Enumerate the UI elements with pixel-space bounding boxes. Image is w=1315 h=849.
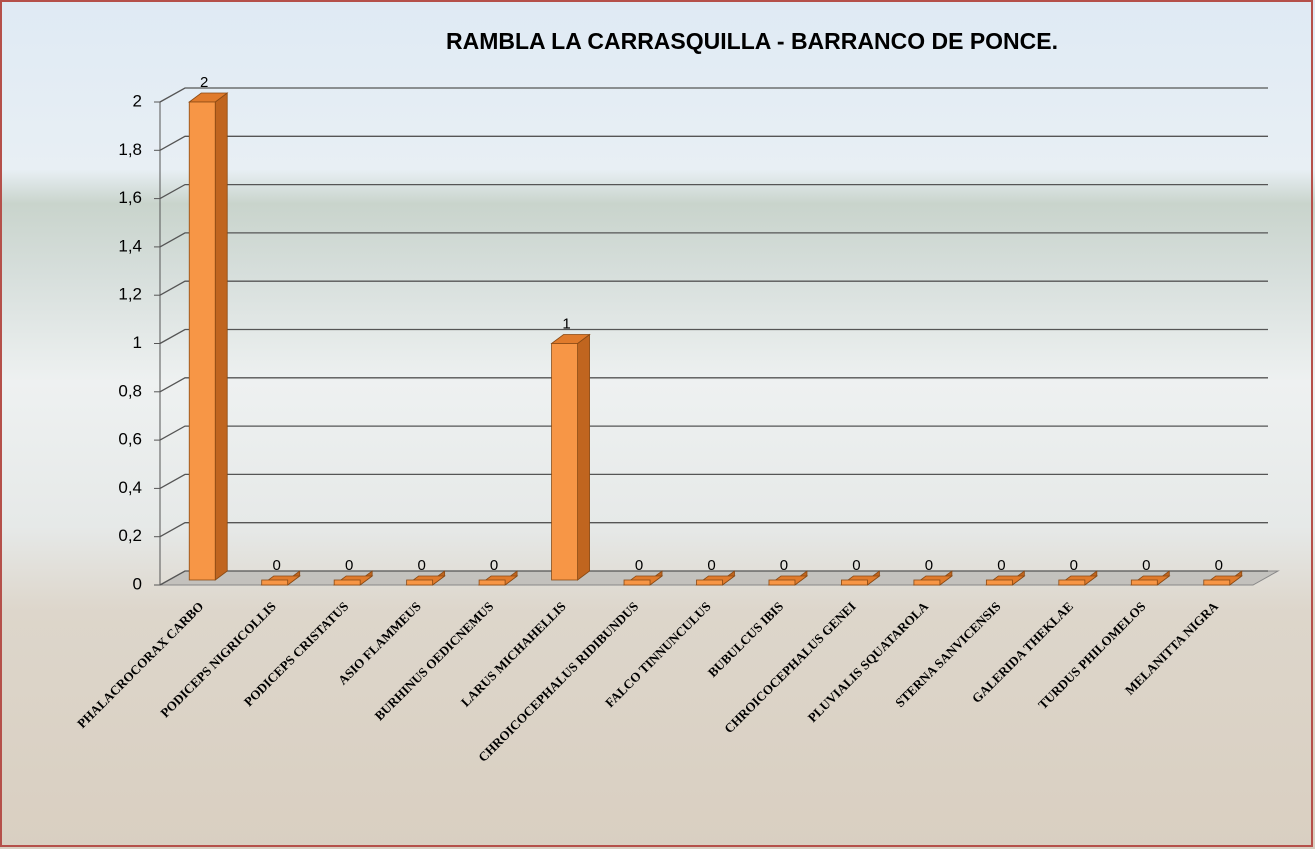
- y-tick-label: 0,4: [118, 478, 142, 497]
- data-label: 0: [780, 557, 788, 574]
- x-tick-label: BUBULCUS IBIS: [705, 599, 786, 680]
- bar: [188, 101, 216, 581]
- bar: [1058, 579, 1086, 586]
- bar: [478, 579, 506, 586]
- grid-line: [159, 377, 1268, 393]
- data-label: 0: [1215, 557, 1223, 574]
- data-label: 0: [852, 557, 860, 574]
- y-tick-label: 1,6: [118, 188, 142, 207]
- x-tick-label: PLUVIALIS SQUATAROLA: [805, 598, 932, 725]
- data-label: 0: [707, 557, 715, 574]
- data-label: 0: [635, 557, 643, 574]
- x-tick-label: PHALACROCORAX CARBO: [74, 599, 206, 731]
- x-tick-label: CHROICOCEPHALUS RIDIBUNDUS: [475, 599, 641, 765]
- x-tick-label: PODICEPS NIGRICOLLIS: [157, 599, 279, 721]
- grid-line: [159, 87, 1268, 103]
- data-label: 0: [345, 557, 353, 574]
- y-tick-label: 1,8: [118, 140, 142, 159]
- bar: [551, 343, 578, 581]
- grid-line: [159, 328, 1268, 345]
- bar-side: [577, 333, 590, 581]
- data-label: 0: [417, 557, 425, 574]
- bar: [1203, 579, 1231, 586]
- bar: [913, 579, 941, 586]
- grid-line: [159, 522, 1268, 538]
- grid-line: [159, 232, 1268, 248]
- data-label: 0: [1070, 557, 1078, 574]
- bar: [985, 579, 1013, 586]
- bar: [623, 579, 651, 586]
- y-tick-label: 0,8: [118, 381, 142, 400]
- bar: [261, 579, 289, 586]
- data-label: 2: [200, 74, 208, 91]
- bar: [696, 579, 723, 586]
- y-tick-label: 0,6: [118, 430, 142, 449]
- x-tick-label: CHROICOCEPHALUS GENEI: [721, 599, 859, 737]
- y-tick-label: 2: [133, 91, 142, 110]
- grid-line: [159, 135, 1268, 151]
- bar: [406, 579, 434, 586]
- data-label: 1: [562, 315, 570, 332]
- bar-side: [214, 92, 228, 581]
- grid-line: [159, 473, 1268, 489]
- y-tick-label: 0,2: [118, 526, 142, 545]
- chart-title: RAMBLA LA CARRASQUILLA - BARRANCO DE PON…: [446, 28, 1058, 54]
- data-label: 0: [997, 557, 1005, 574]
- x-tick-label: BURHINUS OEDICNEMUS: [372, 599, 497, 724]
- y-tick-label: 1: [133, 333, 142, 352]
- y-tick-label: 0: [133, 574, 142, 593]
- bar: [333, 579, 361, 586]
- bar: [841, 579, 868, 586]
- y-tick-label: 1,2: [118, 285, 142, 304]
- grid-line: [159, 425, 1268, 441]
- bar: [768, 579, 796, 586]
- data-label: 0: [273, 557, 281, 574]
- data-label: 0: [1142, 557, 1150, 574]
- y-tick-label: 1,4: [118, 236, 142, 255]
- data-label: 0: [925, 557, 933, 574]
- grid-line: [159, 570, 1268, 586]
- bar: [1130, 579, 1158, 586]
- data-label: 0: [490, 557, 498, 574]
- grid-line: [159, 183, 1268, 200]
- grid-line: [159, 280, 1268, 296]
